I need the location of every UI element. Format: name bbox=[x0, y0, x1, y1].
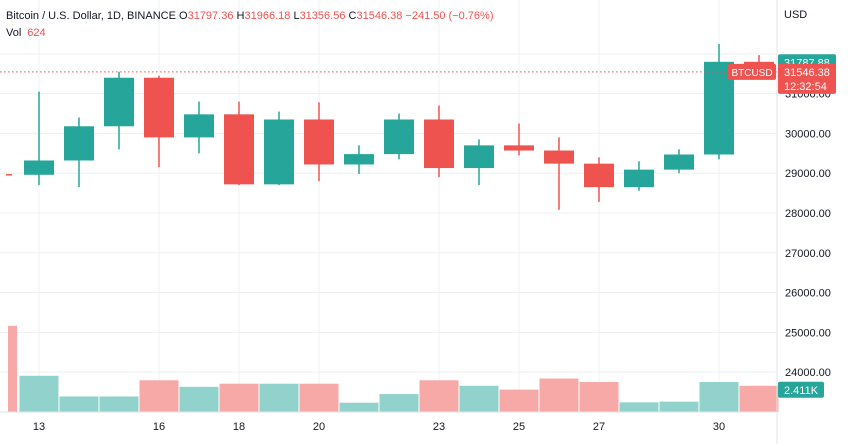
candle-body[interactable] bbox=[464, 145, 494, 169]
open-value: 31797.36 bbox=[187, 10, 234, 22]
symbol-tag: BTCUSD bbox=[731, 68, 772, 79]
candle-body[interactable] bbox=[664, 154, 694, 170]
price-tag-bg bbox=[778, 63, 836, 94]
candle-body[interactable] bbox=[384, 119, 414, 155]
chart-legend: Bitcoin / U.S. Dollar, 1D, BINANCE O3179… bbox=[6, 8, 494, 41]
volume-bar bbox=[259, 383, 299, 412]
symbol-title: Bitcoin / U.S. Dollar, 1D, BINANCE bbox=[6, 10, 176, 22]
y-tick-label: 30000.00 bbox=[785, 128, 831, 140]
low-label: L bbox=[293, 10, 300, 22]
candle-body[interactable] bbox=[304, 119, 334, 165]
candle-body[interactable] bbox=[264, 119, 294, 185]
y-tick-label: 27000.00 bbox=[785, 248, 831, 260]
x-tick-label: 13 bbox=[33, 421, 45, 433]
volume-bar bbox=[299, 383, 339, 412]
price-tag-countdown: 12:32:54 bbox=[784, 81, 827, 93]
x-tick-label: 27 bbox=[593, 421, 605, 433]
y-tick-label: 24000.00 bbox=[785, 367, 831, 379]
volume-value: 624 bbox=[27, 27, 46, 39]
volume-bar bbox=[619, 402, 659, 412]
volume-bar bbox=[579, 382, 619, 412]
volume-bar bbox=[539, 378, 579, 412]
y-tick-label: 28000.00 bbox=[785, 208, 831, 220]
volume-tag: 2.411K bbox=[784, 385, 819, 397]
x-tick-label: 23 bbox=[433, 421, 445, 433]
candle-body[interactable] bbox=[504, 145, 534, 151]
close-value: 31546.38 bbox=[356, 10, 403, 22]
x-tick-label: 16 bbox=[153, 421, 165, 433]
candle-body[interactable] bbox=[624, 169, 654, 188]
volume-tag-bg bbox=[778, 381, 824, 398]
open-label: O bbox=[179, 10, 188, 22]
x-tick-label: 18 bbox=[233, 421, 245, 433]
volume-bar bbox=[219, 383, 259, 412]
volume-bar bbox=[19, 375, 59, 412]
volume-bar bbox=[339, 402, 379, 412]
candle-body[interactable] bbox=[544, 150, 574, 164]
price-tag-current: 31546.38 bbox=[784, 67, 830, 79]
x-tick-label: 30 bbox=[713, 421, 725, 433]
candle-body[interactable] bbox=[344, 154, 374, 165]
candle-body[interactable] bbox=[24, 160, 54, 175]
volume-bar bbox=[179, 386, 219, 412]
x-tick-label: 20 bbox=[313, 421, 325, 433]
volume-bar bbox=[659, 401, 699, 412]
y-tick-label: 26000.00 bbox=[785, 288, 831, 300]
volume-bar bbox=[499, 389, 539, 412]
volume-bar bbox=[379, 394, 419, 412]
low-value: 31356.56 bbox=[299, 10, 346, 22]
volume-bar bbox=[8, 325, 17, 412]
y-tick-label: 29000.00 bbox=[785, 168, 831, 180]
candle-body[interactable] bbox=[144, 77, 174, 138]
currency-label: USD bbox=[784, 9, 807, 21]
volume-bar bbox=[139, 380, 179, 412]
volume-bar bbox=[739, 385, 779, 412]
volume-bar bbox=[419, 380, 459, 412]
candle-body[interactable] bbox=[64, 126, 94, 161]
volume-bar bbox=[459, 385, 499, 412]
high-value: 31966.18 bbox=[244, 10, 291, 22]
change-value: −241.50 (−0.76%) bbox=[405, 10, 494, 22]
y-tick-label: 25000.00 bbox=[785, 327, 831, 339]
candle-body[interactable] bbox=[104, 77, 134, 127]
close-label: C bbox=[348, 10, 357, 22]
volume-bar bbox=[59, 396, 99, 412]
volume-bar bbox=[99, 396, 139, 412]
volume-bar bbox=[699, 382, 739, 412]
x-tick-label: 25 bbox=[513, 421, 525, 433]
volume-row: Vol 624 bbox=[6, 25, 494, 41]
candle-body[interactable] bbox=[584, 163, 614, 188]
candle-body[interactable] bbox=[224, 114, 254, 185]
volume-label: Vol bbox=[6, 27, 22, 39]
symbol-tag-bg bbox=[728, 63, 776, 80]
ohlc-row: Bitcoin / U.S. Dollar, 1D, BINANCE O3179… bbox=[6, 8, 494, 24]
high-label: H bbox=[236, 10, 245, 22]
candle-body[interactable] bbox=[424, 119, 454, 169]
candle-body[interactable] bbox=[184, 114, 214, 138]
